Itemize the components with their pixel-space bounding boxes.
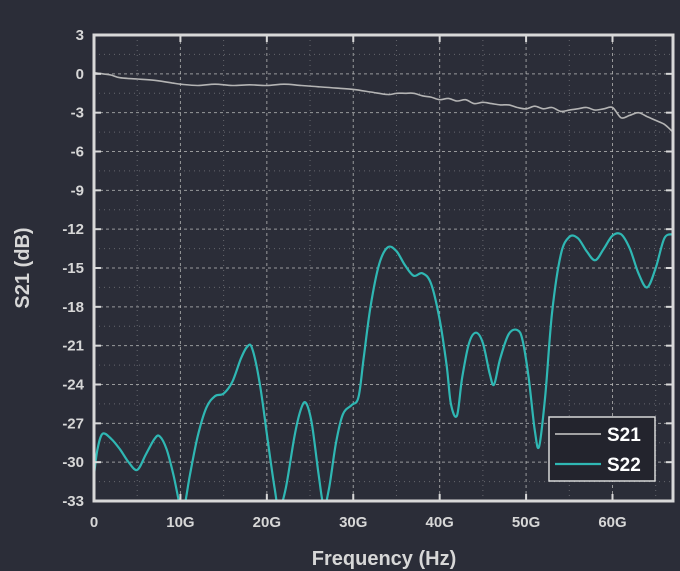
x-tick-label: 40G [425, 514, 453, 531]
x-axis-title: Frequency (Hz) [312, 548, 456, 570]
y-tick-label: -12 [62, 221, 84, 238]
x-tick-label: 60G [598, 514, 626, 531]
y-tick-label: -27 [62, 415, 84, 432]
x-tick-label: 50G [512, 514, 540, 531]
tick-marks [93, 34, 673, 502]
x-tick-labels: 0 10G 20G 30G 40G 50G 60G [90, 514, 627, 531]
legend-box [548, 416, 656, 482]
legend-label-s21: S21 [607, 425, 641, 446]
y-axis-title: S21 (dB) [12, 227, 34, 308]
y-tick-labels: 3 0 -3 -6 -9 -12 -15 -18 -21 -24 -27 -30 -33 [62, 27, 84, 510]
y-tick-label: 3 [76, 27, 84, 44]
y-tick-label: -21 [62, 338, 84, 355]
y-tick-label: -30 [62, 454, 84, 471]
y-tick-label: 0 [76, 66, 84, 83]
y-tick-label: -3 [71, 105, 84, 122]
y-tick-label: -9 [71, 182, 84, 199]
series-line-s21 [94, 71, 673, 133]
y-tick-label: -15 [62, 260, 84, 277]
y-tick-label: -24 [62, 377, 84, 394]
x-tick-label: 20G [253, 514, 281, 531]
y-tick-label: -33 [62, 493, 84, 510]
x-tick-label: 0 [90, 514, 98, 531]
legend-label-s22: S22 [607, 455, 641, 476]
y-tick-label: -6 [71, 144, 84, 161]
x-tick-label: 30G [339, 514, 367, 531]
y-tick-label: -18 [62, 299, 84, 316]
x-tick-label: 10G [166, 514, 194, 531]
